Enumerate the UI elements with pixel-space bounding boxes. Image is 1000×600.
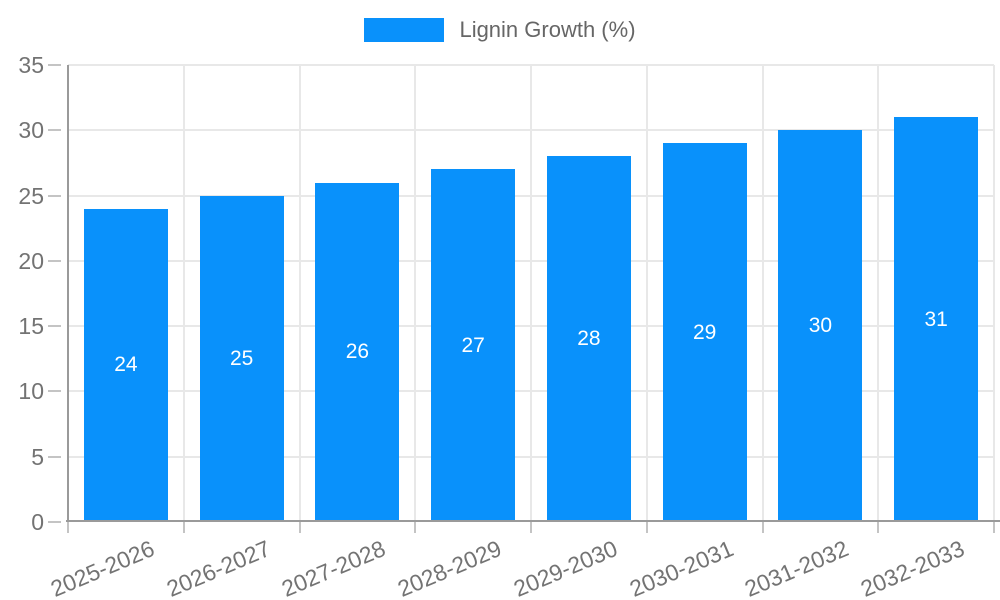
x-tick-label: 2025-2026 [46, 535, 159, 600]
x-axis-line [66, 520, 1000, 522]
y-tick-mark [48, 521, 61, 523]
x-tick-mark [530, 522, 532, 533]
y-tick-label: 25 [18, 182, 44, 209]
y-tick-mark [48, 259, 61, 262]
bar-2032-2033[interactable]: 31 [894, 117, 979, 522]
bar-2029-2030[interactable]: 28 [546, 156, 631, 522]
x-tick-label: 2026-2027 [162, 535, 274, 600]
bar-value-label: 24 [114, 353, 138, 377]
bar-2025-2026[interactable]: 24 [83, 208, 168, 522]
y-tick-mark [48, 455, 61, 458]
x-tick-mark [182, 522, 185, 533]
x-tick-mark [645, 522, 648, 533]
bar-value-label: 26 [345, 340, 370, 364]
bar-value-label: 31 [924, 307, 948, 331]
bar-value-label: 28 [577, 327, 601, 351]
bar-value-label: 29 [692, 320, 717, 344]
bar-value-label: 27 [461, 333, 485, 357]
y-tick-label: 20 [18, 247, 44, 274]
y-tick-mark [48, 325, 61, 328]
y-tick-label: 30 [18, 117, 44, 144]
bar-2031-2032[interactable]: 30 [778, 130, 863, 522]
x-gridline [645, 65, 648, 522]
x-tick-label: 2027-2028 [278, 535, 390, 600]
plot-area: 24 25 26 27 28 29 30 31 [66, 64, 1000, 522]
y-tick-label: 10 [18, 378, 44, 405]
legend-swatch [364, 18, 445, 42]
bar-value-label: 30 [808, 314, 833, 338]
x-tick-mark [877, 522, 880, 533]
legend-label: Lignin Growth (%) [459, 17, 636, 42]
x-gridline [993, 65, 995, 522]
y-tick-mark [48, 390, 61, 393]
bar-2030-2031[interactable]: 29 [662, 143, 747, 522]
bar-value-label: 25 [229, 346, 254, 370]
y-tick-mark [48, 129, 61, 132]
bar-2026-2027[interactable]: 25 [199, 195, 284, 522]
y-tick-label: 5 [31, 443, 44, 470]
x-tick-label: 2032-2033 [856, 535, 969, 600]
y-tick-mark [48, 194, 61, 197]
x-tick-mark [761, 522, 764, 533]
x-gridline [414, 65, 417, 522]
x-tick-label: 2028-2029 [393, 535, 506, 600]
y-tick-label: 15 [18, 313, 44, 340]
y-tick-label: 35 [18, 52, 44, 78]
y-tick-mark [48, 64, 61, 66]
x-gridline [877, 65, 880, 522]
y-tick-label: 0 [31, 509, 44, 535]
y-axis-line [67, 65, 69, 522]
bar-2028-2029[interactable]: 27 [431, 169, 516, 522]
x-gridline [761, 65, 764, 522]
bar-2027-2028[interactable]: 26 [315, 182, 400, 522]
x-tick-label: 2030-2031 [625, 535, 737, 600]
x-gridline [530, 65, 532, 522]
x-tick-label: 2029-2030 [509, 535, 622, 600]
x-tick-label: 2031-2032 [741, 535, 853, 600]
x-tick-mark [298, 522, 301, 533]
x-tick-mark [67, 522, 69, 533]
legend[interactable]: Lignin Growth (%) [0, 17, 1000, 43]
x-gridline [182, 65, 185, 522]
x-tick-mark [414, 522, 417, 533]
x-gridline [298, 65, 301, 522]
x-tick-mark [993, 522, 995, 533]
